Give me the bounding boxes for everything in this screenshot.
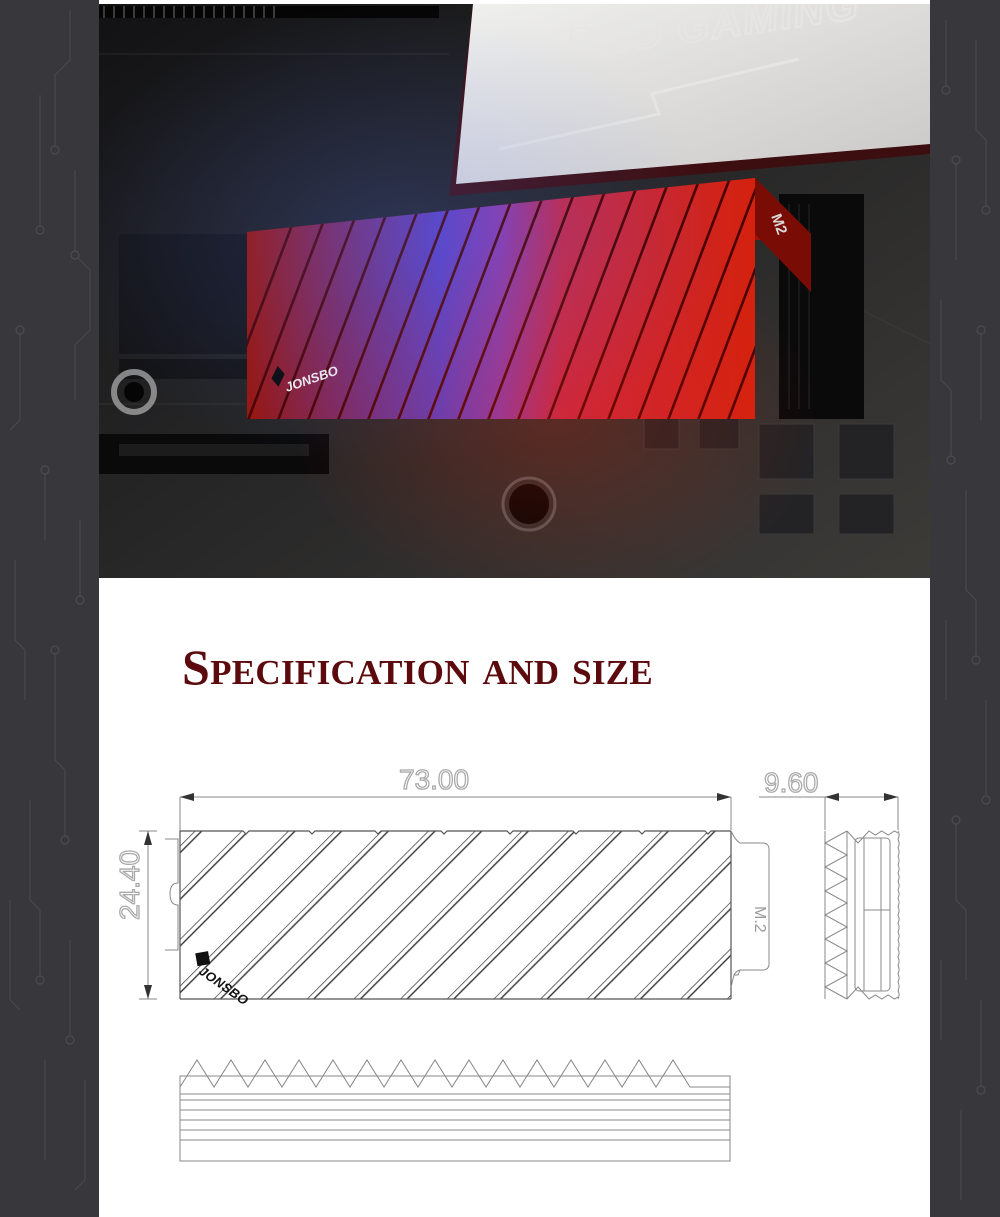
svg-text:73.00: 73.00 <box>399 764 469 795</box>
svg-text:M.2: M.2 <box>751 906 768 933</box>
svg-text:24.40: 24.40 <box>114 850 145 920</box>
svg-text:9.60: 9.60 <box>764 767 819 798</box>
